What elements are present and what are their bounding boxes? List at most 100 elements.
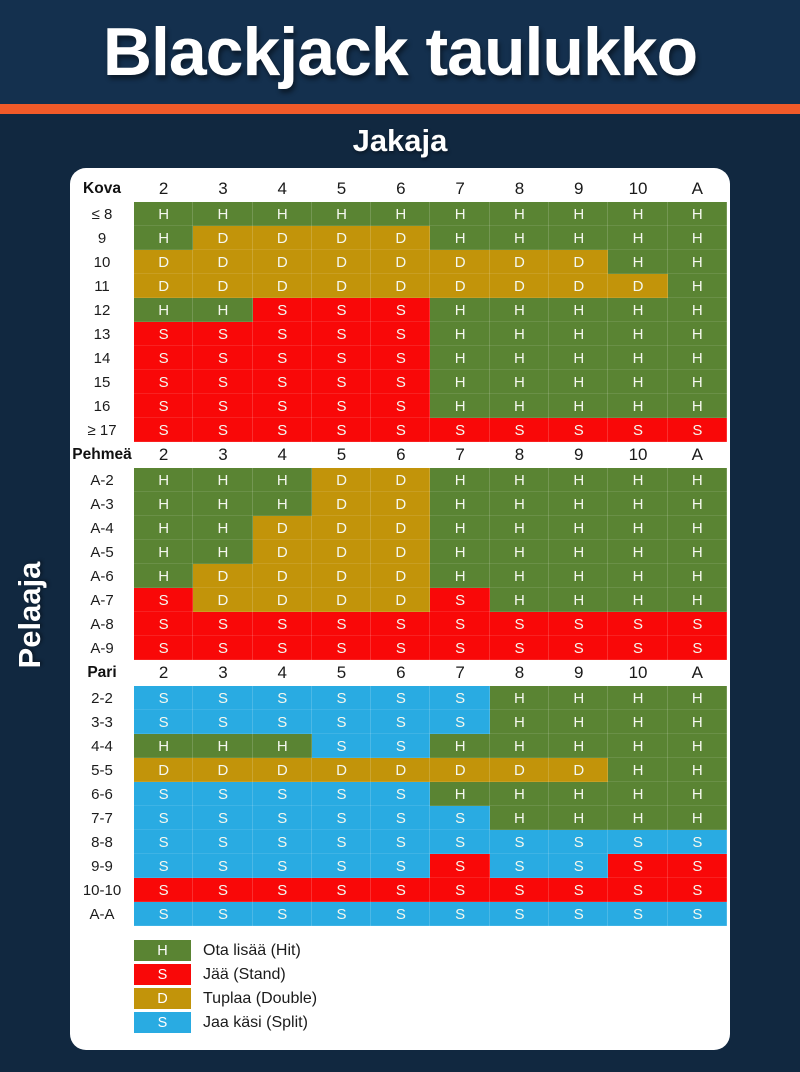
strategy-cell-hit: H: [193, 734, 253, 758]
strategy-cell-split: S: [311, 902, 372, 926]
strategy-cell-hit: H: [134, 734, 194, 758]
strategy-cell-hit: H: [252, 468, 312, 492]
dealer-card-header: 4: [277, 179, 287, 198]
strategy-cell-hit: H: [489, 394, 550, 418]
strategy-cell-hit: H: [667, 564, 727, 588]
strategy-cell-double: D: [311, 274, 372, 298]
strategy-cell-hit: H: [134, 202, 194, 226]
strategy-cell-stand: S: [549, 612, 609, 636]
legend-item: S Jaa käsi (Split): [134, 1012, 730, 1033]
strategy-cell-double: D: [371, 540, 431, 564]
strategy-cell-hit: H: [667, 370, 727, 394]
dealer-card-header: 9: [574, 179, 584, 198]
strategy-cell-double: D: [193, 564, 253, 588]
strategy-cell-double: D: [549, 758, 609, 782]
strategy-cell-hit: H: [667, 394, 727, 418]
strategy-row: 11 D D D D D D D D D H: [70, 274, 730, 298]
strategy-cell-stand: S: [489, 878, 550, 902]
strategy-cell-hit: H: [193, 298, 253, 322]
strategy-cell-double: D: [252, 274, 312, 298]
strategy-row: 12 H H S S S H H H H H: [70, 298, 730, 322]
player-hand-label: 7-7: [91, 809, 113, 827]
legend-item: D Tuplaa (Double): [134, 988, 730, 1009]
strategy-cell-hit: H: [489, 202, 550, 226]
strategy-cell-hit: H: [134, 226, 194, 250]
strategy-cell-split: S: [430, 686, 490, 710]
strategy-cell-hit: H: [667, 202, 727, 226]
strategy-cell-stand: S: [252, 612, 312, 636]
strategy-row: 3-3 S S S S S S H H H H: [70, 710, 730, 734]
strategy-cell-split: S: [311, 782, 372, 806]
strategy-cell-double: D: [371, 274, 431, 298]
strategy-row: A-2 H H H D D H H H H H: [70, 468, 730, 492]
strategy-cell-split: S: [193, 830, 253, 854]
strategy-cell-hit: H: [608, 588, 668, 612]
strategy-cell-double: D: [489, 274, 550, 298]
strategy-cell-hit: H: [549, 492, 609, 516]
strategy-cell-stand: S: [134, 612, 194, 636]
strategy-row: 8-8 S S S S S S S S S S: [70, 830, 730, 854]
strategy-cell-stand: S: [193, 346, 253, 370]
player-hand-label: 11: [94, 277, 110, 295]
dealer-card-header: 7: [455, 445, 465, 464]
strategy-cell-stand: S: [549, 878, 609, 902]
legend-label: Jaa käsi (Split): [203, 1013, 308, 1031]
strategy-row: A-8 S S S S S S S S S S: [70, 612, 730, 636]
strategy-cell-double: D: [371, 564, 431, 588]
strategy-cell-double: D: [430, 250, 490, 274]
strategy-row: 7-7 S S S S S S H H H H: [70, 806, 730, 830]
accent-stripe: [0, 104, 800, 114]
strategy-cell-stand: S: [311, 394, 372, 418]
strategy-cell-hit: H: [667, 226, 727, 250]
strategy-cell-double: D: [193, 588, 253, 612]
strategy-cell-double: D: [193, 274, 253, 298]
player-hand-label: A-A: [89, 905, 115, 923]
strategy-cell-split: S: [134, 782, 194, 806]
strategy-cell-stand: S: [608, 418, 668, 442]
strategy-cell-double: D: [430, 758, 490, 782]
strategy-cell-double: D: [489, 758, 550, 782]
strategy-row: 6-6 S S S S S H H H H H: [70, 782, 730, 806]
strategy-cell-hit: H: [667, 322, 727, 346]
strategy-cell-hit: H: [549, 202, 609, 226]
strategy-cell-hit: H: [134, 492, 194, 516]
strategy-cell-double: D: [252, 564, 312, 588]
strategy-cell-double: D: [134, 758, 194, 782]
dealer-card-header: 9: [574, 445, 584, 464]
strategy-cell-stand: S: [667, 418, 727, 442]
strategy-cell-split: S: [193, 710, 253, 734]
strategy-cell-hit: H: [134, 540, 194, 564]
strategy-cell-hit: H: [371, 202, 431, 226]
strategy-cell-split: S: [371, 686, 431, 710]
strategy-row: 4-4 H H H S S H H H H H: [70, 734, 730, 758]
strategy-cell-hit: H: [549, 782, 609, 806]
strategy-row: 2-2 S S S S S S H H H H: [70, 686, 730, 710]
dealer-card-header: 2: [158, 445, 169, 464]
strategy-cell-split: S: [311, 734, 372, 758]
strategy-cell-stand: S: [252, 322, 312, 346]
legend-swatch-hit: H: [134, 940, 191, 961]
dealer-card-header: 3: [218, 663, 228, 682]
strategy-cell-hit: H: [489, 322, 550, 346]
strategy-cell-split: S: [608, 830, 668, 854]
strategy-cell-stand: S: [667, 612, 727, 636]
strategy-cell-stand: S: [667, 878, 727, 902]
strategy-cell-hit: H: [667, 588, 727, 612]
player-hand-label: 14: [93, 349, 111, 367]
strategy-cell-hit: H: [608, 250, 668, 274]
strategy-cell-hit: H: [549, 806, 609, 830]
strategy-cell-hit: H: [608, 540, 668, 564]
dealer-card-header: A: [691, 445, 703, 464]
strategy-cell-hit: H: [489, 346, 550, 370]
strategy-cell-double: D: [311, 758, 372, 782]
strategy-cell-stand: S: [549, 636, 609, 660]
section-header-row: Pari 2 3 4 5 6 7 8 9 10 A: [70, 660, 730, 686]
strategy-cell-hit: H: [489, 564, 550, 588]
strategy-cell-hit: H: [252, 492, 312, 516]
strategy-cell-hit: H: [549, 564, 609, 588]
strategy-cell-split: S: [489, 854, 550, 878]
strategy-cell-split: S: [193, 806, 253, 830]
strategy-cell-hit: H: [489, 588, 550, 612]
strategy-cell-split: S: [430, 806, 490, 830]
